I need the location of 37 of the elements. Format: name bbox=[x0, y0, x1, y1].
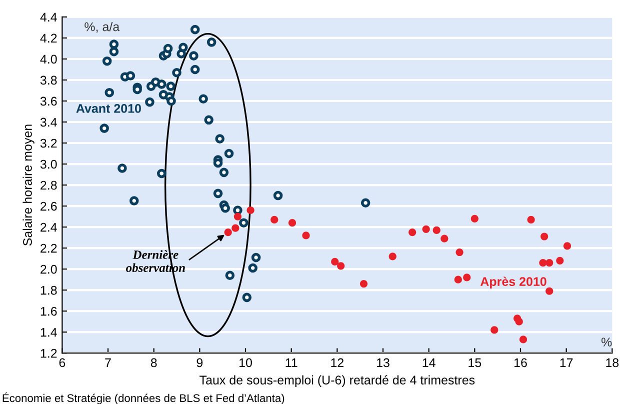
y-tick-label: 1.4 bbox=[40, 328, 57, 337]
y-tick-label: 2.6 bbox=[40, 202, 57, 211]
x-tick-label: 15 bbox=[468, 358, 482, 368]
x-tick-label: 12 bbox=[331, 358, 344, 368]
annotation: %, a/a bbox=[84, 22, 120, 33]
y-tick-label: 3.2 bbox=[40, 138, 57, 148]
x-tick-label: 10 bbox=[240, 358, 252, 368]
series-label: Après 2010 bbox=[480, 276, 546, 288]
x-tick-label: 6 bbox=[59, 358, 66, 368]
y-axis-title: Salaire horaire moyen bbox=[22, 124, 34, 246]
x-tick-label: 9 bbox=[196, 358, 203, 368]
x-tick-label: 14 bbox=[422, 358, 436, 368]
y-tick-label: 2.0 bbox=[40, 264, 57, 274]
y-tick-label: 3.8 bbox=[40, 76, 57, 85]
y-tick-label: 1.6 bbox=[40, 306, 57, 316]
y-tick-label: 3.0 bbox=[40, 160, 57, 169]
x-tick-label: 11 bbox=[286, 358, 298, 368]
y-tick-label: 1.8 bbox=[40, 286, 57, 295]
annotation: % bbox=[601, 338, 612, 346]
y-tick-label: 3.4 bbox=[40, 118, 57, 127]
y-tick-label: 2.4 bbox=[40, 222, 57, 232]
x-tick-label: 16 bbox=[514, 358, 527, 368]
text: Économie et Stratégie (données de BLS et Fed d’Atlanta) bbox=[2, 392, 284, 404]
x-tick-label: 13 bbox=[377, 358, 390, 368]
y-tick-label: 4.0 bbox=[40, 54, 57, 64]
y-tick-label: 4.4 bbox=[40, 12, 57, 22]
y-tick-label: 4.2 bbox=[40, 34, 57, 43]
y-tick-label: 2.2 bbox=[40, 244, 57, 253]
series-label: Avant 2010 bbox=[76, 104, 141, 113]
y-tick-label: 1.2 bbox=[40, 348, 57, 358]
x-tick-label: 18 bbox=[606, 358, 619, 368]
x-tick-label: 8 bbox=[150, 358, 157, 368]
y-tick-label: 2.8 bbox=[40, 180, 57, 190]
x-axis-title: Taux de sous-emploi (U-6) retardé de 4 trimestres bbox=[200, 375, 475, 387]
x-tick-label: 7 bbox=[105, 358, 111, 368]
x-tick-label: 17 bbox=[560, 358, 573, 368]
y-tick-label: 3.6 bbox=[40, 96, 57, 106]
